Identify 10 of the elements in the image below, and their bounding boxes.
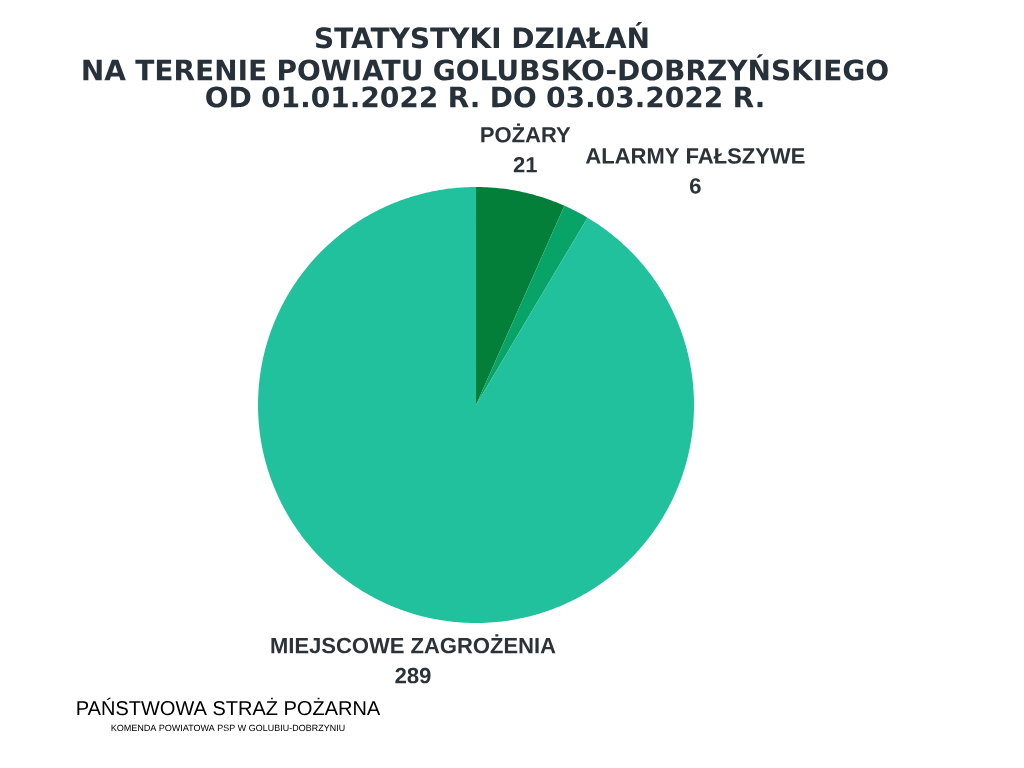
data-label: 289 [395, 667, 431, 684]
text: PAŃSTWOWA STRAŻ POŻARNA [77, 697, 381, 716]
data-label: 6 [690, 178, 701, 194]
slice-label: ALARMY FAŁSZYWE [585, 148, 805, 164]
text: KOMENDA POWIATOWA PSP W GOLUBIU-DOBRZYNIU [111, 724, 345, 732]
data-label: 21 [513, 156, 537, 173]
chart-subtitle: NA TERENIE POWIATU GOLUBSKO-DOBRZYŃSKIEGO OD 01.01.2022 R. DO 03.03.2022 R. [83, 54, 888, 108]
chart-title: STATYSTYKI DZIAŁAŃ [315, 22, 648, 49]
slice-label: MIEJSCOWE ZAGROŻENIA [271, 634, 556, 654]
slice-label: POŻARY [481, 123, 571, 143]
